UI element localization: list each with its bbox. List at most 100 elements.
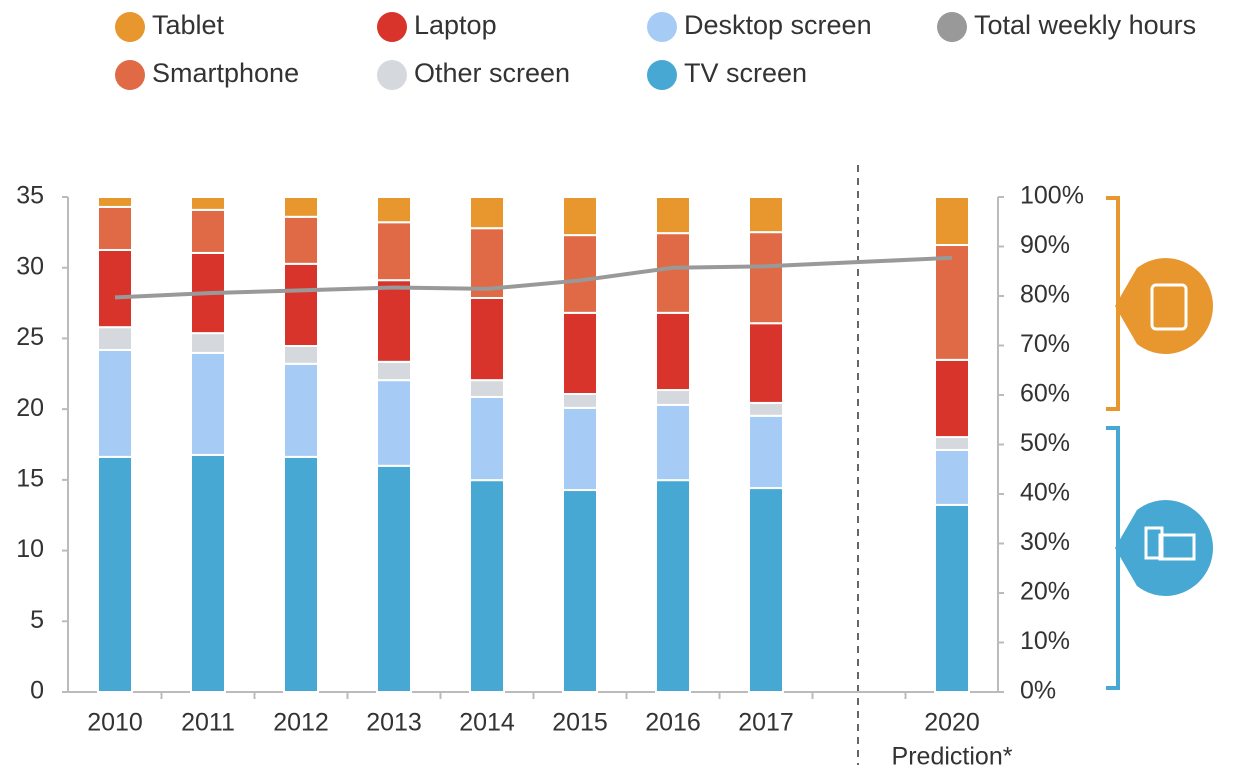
bar-segment xyxy=(283,344,319,365)
bar-segment xyxy=(562,393,598,409)
mobile-icon xyxy=(1115,258,1213,354)
y2-tick-label: 100% xyxy=(1020,182,1084,210)
x-tick-label: 2010 xyxy=(87,709,143,737)
screen-icon xyxy=(1115,500,1213,596)
bar-segment xyxy=(376,279,412,363)
bar-segment xyxy=(97,326,133,351)
bar-segment xyxy=(97,455,133,693)
y2-tick-label: 40% xyxy=(1020,479,1070,507)
legend-label: Laptop xyxy=(414,10,497,40)
bar-segment xyxy=(283,215,319,265)
bar-segment xyxy=(97,248,133,329)
bar-segment xyxy=(469,395,505,482)
bar-segment xyxy=(283,362,319,458)
bar-segment xyxy=(97,196,133,208)
y2-tick-label: 90% xyxy=(1020,231,1070,259)
y-tick-label: 15 xyxy=(16,464,44,492)
x-tick-label: 2016 xyxy=(645,709,701,737)
mobile-bracket xyxy=(1106,196,1120,411)
line xyxy=(114,255,953,300)
bar-segment xyxy=(97,348,133,458)
x-tick-label: 2011 xyxy=(181,709,235,737)
y2-tick-label: 60% xyxy=(1020,380,1070,408)
bar-segment xyxy=(376,196,412,224)
legend-swatch xyxy=(115,60,145,90)
bar-segment xyxy=(934,358,970,439)
bar-segment xyxy=(376,464,412,693)
tablet-glyph xyxy=(1150,283,1188,331)
bar-segment xyxy=(469,379,505,398)
bar-segment xyxy=(655,479,691,694)
y-tick-label: 20 xyxy=(16,394,44,422)
bar-segment xyxy=(190,453,226,693)
bar-segment xyxy=(469,196,505,230)
bar-segment xyxy=(934,448,970,506)
legend-swatch xyxy=(647,12,677,42)
bar-segment xyxy=(376,379,412,467)
bar-segment xyxy=(97,205,133,251)
bar-segment xyxy=(190,208,226,254)
x-annotation: Prediction* xyxy=(892,743,1013,771)
bar-segment xyxy=(748,196,784,234)
bar-segment xyxy=(469,296,505,382)
bar-segment xyxy=(283,455,319,693)
legend-label: Smartphone xyxy=(152,58,299,88)
bar-segment xyxy=(562,196,598,237)
bar-segment xyxy=(283,196,319,218)
x-tick-label: 2015 xyxy=(552,709,608,737)
x-tick-label: 2012 xyxy=(273,709,329,737)
bar-segment xyxy=(190,332,226,354)
bar-segment xyxy=(562,234,598,314)
monitor-glyph xyxy=(1158,533,1196,561)
bar-segment xyxy=(655,232,691,314)
bar-segment xyxy=(283,262,319,347)
bar-segment xyxy=(748,322,784,404)
legend-swatch xyxy=(115,12,145,42)
y2-tick-label: 70% xyxy=(1020,330,1070,358)
y2-tick-label: 30% xyxy=(1020,528,1070,556)
tv-glyph xyxy=(1144,526,1164,560)
legend-swatch xyxy=(647,60,677,90)
y-tick-label: 30 xyxy=(16,252,44,280)
x-tick-label: 2020 xyxy=(924,709,980,737)
legend-swatch xyxy=(377,60,407,90)
y-tick-label: 10 xyxy=(16,535,44,563)
bar-segment xyxy=(562,311,598,396)
bar-segment xyxy=(562,406,598,492)
legend-label: Other screen xyxy=(414,58,570,88)
bar-segment xyxy=(934,436,970,451)
legend-swatch xyxy=(937,12,967,42)
bar-segment xyxy=(190,351,226,456)
bar-segment xyxy=(469,479,505,694)
bar-segment xyxy=(655,311,691,392)
bar-segment xyxy=(190,196,226,211)
y2-tick-label: 0% xyxy=(1020,677,1056,705)
bar-segment xyxy=(748,401,784,417)
bar-segment xyxy=(748,231,784,325)
bar-segment xyxy=(748,487,784,693)
y-tick-label: 0 xyxy=(30,677,44,705)
legend-label: Tablet xyxy=(152,10,225,40)
bar-segment xyxy=(376,221,412,282)
bar-segment xyxy=(655,196,691,235)
legend-label: TV screen xyxy=(684,58,807,88)
bar-segment xyxy=(934,196,970,247)
x-tick-label: 2014 xyxy=(459,709,515,737)
y2-tick-label: 10% xyxy=(1020,627,1070,655)
y2-tick-label: 50% xyxy=(1020,429,1070,457)
y-tick-label: 25 xyxy=(16,323,44,351)
x-tick-label: 2017 xyxy=(738,709,794,737)
screen-bracket xyxy=(1106,426,1120,690)
legend-label: Total weekly hours xyxy=(974,10,1196,40)
y-tick-label: 5 xyxy=(30,606,44,634)
legend-label: Desktop screen xyxy=(684,10,872,40)
bar-segment xyxy=(655,389,691,406)
bar-segment xyxy=(934,244,970,361)
legend-swatch xyxy=(377,12,407,42)
x-tick-label: 2013 xyxy=(366,709,422,737)
y-tick-label: 35 xyxy=(16,182,44,210)
bar-segment xyxy=(562,489,598,694)
y2-tick-label: 20% xyxy=(1020,578,1070,606)
bar-segment xyxy=(376,360,412,382)
